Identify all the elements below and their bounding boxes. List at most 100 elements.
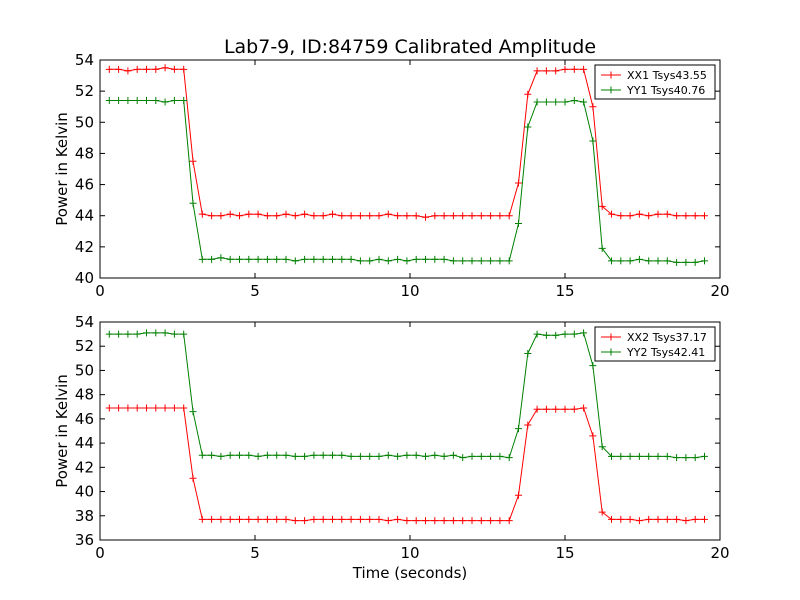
data-point	[254, 210, 262, 218]
data-point	[691, 258, 699, 266]
data-point	[273, 515, 281, 523]
data-point	[552, 331, 560, 339]
data-point	[580, 98, 588, 106]
data-point	[273, 212, 281, 220]
y-tick-label: 46	[75, 176, 94, 194]
legend-marker	[607, 333, 615, 341]
data-point	[180, 65, 188, 73]
data-point	[459, 212, 467, 220]
data-point	[654, 452, 662, 460]
data-point	[282, 255, 290, 263]
data-point	[208, 212, 216, 220]
data-point	[524, 90, 532, 98]
data-point	[198, 210, 206, 218]
data-point	[161, 404, 169, 412]
data-point	[608, 452, 615, 460]
data-point	[208, 255, 216, 263]
data-point	[105, 65, 113, 73]
data-point	[291, 257, 299, 265]
y-tick-label: 50	[75, 113, 94, 131]
data-point	[542, 405, 550, 413]
x-tick-label: 0	[95, 282, 105, 300]
data-point	[533, 405, 541, 413]
data-point	[356, 452, 364, 460]
data-point	[319, 451, 327, 459]
data-point	[105, 330, 113, 338]
data-point	[347, 255, 355, 263]
data-point	[682, 517, 690, 525]
data-point	[301, 452, 309, 460]
y-tick-label: 38	[75, 507, 94, 525]
data-point	[617, 257, 625, 265]
data-point	[236, 255, 243, 263]
data-point	[226, 515, 234, 523]
y-tick-label: 42	[75, 238, 94, 256]
data-point	[226, 210, 234, 218]
data-point	[189, 408, 197, 416]
data-point	[198, 515, 206, 523]
data-point	[459, 517, 467, 525]
data-point	[124, 404, 132, 412]
data-point	[533, 67, 541, 75]
data-point	[170, 65, 178, 73]
data-point	[152, 404, 160, 412]
data-point	[384, 257, 392, 265]
data-point	[329, 255, 336, 263]
data-point	[608, 210, 615, 218]
data-point	[542, 67, 550, 75]
data-point	[403, 257, 411, 265]
data-point	[189, 199, 197, 207]
bottom-plot: 0 5 10 15 20 36 38 40 42 44 46 48 50 52 54 Power in Kel…	[53, 313, 730, 582]
data-point	[152, 329, 160, 337]
data-point	[394, 255, 402, 263]
data-point	[161, 98, 169, 106]
data-point	[394, 515, 402, 523]
legend-box	[594, 64, 716, 100]
data-point	[133, 330, 141, 338]
data-point	[496, 452, 504, 460]
data-point	[598, 244, 606, 252]
y-tick-label: 36	[75, 531, 94, 549]
data-point	[115, 96, 123, 104]
data-point	[654, 257, 662, 265]
legend-label: YY1 Tsys40.76	[626, 84, 705, 97]
data-point	[170, 330, 178, 338]
data-point	[273, 451, 281, 459]
data-point	[170, 404, 178, 412]
data-point	[533, 330, 541, 338]
legend-label: XX2 Tsys37.17	[627, 331, 707, 344]
data-point	[161, 329, 169, 337]
data-point	[626, 257, 634, 265]
data-point	[422, 255, 429, 263]
data-point	[431, 212, 439, 220]
data-point	[617, 212, 625, 220]
data-point	[449, 212, 457, 220]
data-point	[356, 257, 364, 265]
data-point	[431, 517, 439, 525]
data-point	[115, 65, 123, 73]
data-point	[449, 517, 457, 525]
data-point	[663, 257, 671, 265]
data-point	[589, 103, 597, 111]
x-tick-label: 0	[95, 544, 105, 562]
data-point	[198, 255, 206, 263]
data-point	[236, 212, 243, 220]
data-point	[347, 212, 355, 220]
data-point	[338, 515, 346, 523]
data-point	[375, 452, 383, 460]
data-point	[245, 451, 253, 459]
data-point	[245, 255, 253, 263]
y-tick-label: 50	[75, 361, 94, 379]
data-point	[701, 515, 708, 523]
legend-label: XX1 Tsys43.55	[627, 69, 707, 82]
data-point	[570, 330, 578, 338]
y-tick-label: 48	[75, 386, 94, 404]
data-point	[487, 257, 495, 265]
data-point	[133, 404, 141, 412]
data-point	[115, 404, 123, 412]
data-point	[663, 210, 671, 218]
data-point	[524, 349, 532, 357]
data-point	[561, 65, 569, 73]
data-point	[282, 210, 290, 218]
